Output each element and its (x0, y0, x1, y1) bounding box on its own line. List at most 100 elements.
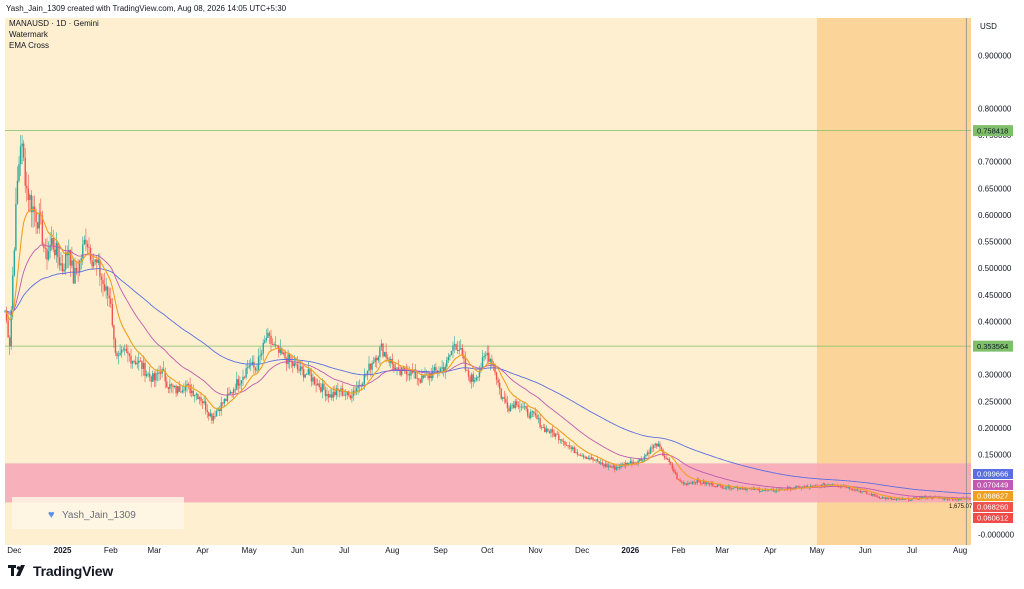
candle-body (567, 445, 569, 447)
candle-body (659, 443, 661, 448)
candle-body (292, 361, 294, 367)
candle-body (304, 374, 306, 378)
candle-body (175, 385, 177, 394)
candle-body (469, 376, 471, 382)
candle-body (649, 447, 652, 454)
candle-body (18, 164, 20, 181)
candle-body (796, 486, 798, 488)
candle-body (167, 387, 170, 389)
candle-body (884, 497, 887, 499)
candle-body (813, 485, 815, 487)
price-tick-label: 0.400000 (978, 317, 1012, 326)
candle-body (610, 466, 613, 468)
candle-body (279, 348, 282, 353)
candle-body (698, 479, 700, 482)
time-tick-label: Jul (339, 546, 349, 555)
candle-body (710, 483, 712, 485)
candle-body (640, 459, 642, 461)
candle-body (197, 393, 199, 400)
candle-body (159, 372, 162, 374)
candle-body (113, 325, 115, 340)
price-tick-label: 0.550000 (978, 238, 1012, 247)
candle-body (621, 464, 624, 466)
candle-body (264, 340, 266, 343)
candle-body (194, 394, 196, 397)
candle-body (900, 499, 902, 500)
time-tick-label: Sep (433, 546, 448, 555)
candle-body (243, 376, 246, 378)
candle-body (684, 483, 686, 485)
price-tick-label: 0.200000 (978, 424, 1012, 433)
candle-body (271, 343, 274, 345)
candle-body (240, 380, 243, 384)
candle-body (497, 379, 499, 383)
candle-body (867, 493, 870, 495)
candle-body (267, 332, 269, 338)
candle-body (383, 352, 386, 357)
candle-body (44, 248, 47, 249)
heart-icon: ♥ (48, 509, 55, 521)
time-axis[interactable]: Dec 2025 Feb Mar Apr May Jun Jul Aug Sep Oct Nov Dec… (0, 545, 971, 555)
candle-body (91, 260, 93, 267)
candle-body (648, 452, 650, 454)
candle-body (536, 415, 538, 419)
candle-body (814, 485, 817, 487)
candle-body (453, 344, 456, 346)
candle-body (551, 429, 554, 433)
candle-body (256, 369, 258, 371)
candle-body (925, 496, 927, 499)
candle-body (223, 399, 226, 404)
candle-body (64, 252, 67, 270)
candle-body (481, 357, 484, 368)
candle-body (852, 489, 854, 491)
legend-indicator[interactable]: EMA Cross (9, 41, 49, 50)
candle-body (534, 413, 537, 416)
candle-body (525, 406, 527, 409)
candle-body (428, 373, 431, 379)
candle-body (50, 238, 53, 245)
candle-body (746, 488, 748, 490)
candle-body (663, 456, 666, 458)
tradingview-logo[interactable]: TradingView (8, 563, 113, 579)
price-badge-bg (973, 491, 1013, 501)
candle-body (740, 488, 742, 489)
candle-body (276, 345, 278, 347)
candle-body (872, 494, 874, 496)
candle-body (592, 457, 594, 461)
candle-body (612, 465, 614, 468)
candle-body (645, 454, 647, 457)
candle-body (201, 401, 204, 404)
price-chart[interactable]: MANAUSD · 1D · Gemini Watermark EMA Cros… (0, 15, 1024, 555)
candle-body (498, 382, 501, 389)
candle-body (418, 378, 420, 380)
candle-body (441, 367, 443, 369)
candle-body (324, 389, 327, 397)
price-axis[interactable]: 0.9000000.8000000.7500000.7000000.650000… (971, 15, 1024, 555)
candle-body (183, 390, 185, 392)
candle-body (743, 488, 745, 490)
candle-body (584, 456, 586, 458)
price-badge-bg (973, 480, 1013, 490)
candle-body (382, 343, 384, 357)
price-badge-bg (973, 469, 1013, 479)
candle-body (419, 379, 422, 383)
candle-body (12, 275, 14, 310)
candle-body (603, 464, 605, 467)
legend-watermark[interactable]: Watermark (9, 30, 49, 39)
price-badge-label: 0.068260 (977, 503, 1008, 512)
candle-body (467, 370, 470, 377)
candle-body (456, 349, 459, 351)
candle-body (60, 263, 62, 266)
candle-body (128, 353, 131, 356)
candle-body (582, 455, 585, 458)
candle-body (330, 394, 333, 398)
candle-body (254, 367, 257, 371)
candle-body (402, 367, 404, 369)
candle-body (344, 394, 347, 396)
time-tick-label: Jun (859, 546, 872, 555)
candle-body (486, 352, 488, 356)
candle-body (399, 369, 401, 375)
candle-body (573, 447, 576, 454)
candle-body (46, 248, 48, 260)
candle-body (545, 428, 548, 433)
